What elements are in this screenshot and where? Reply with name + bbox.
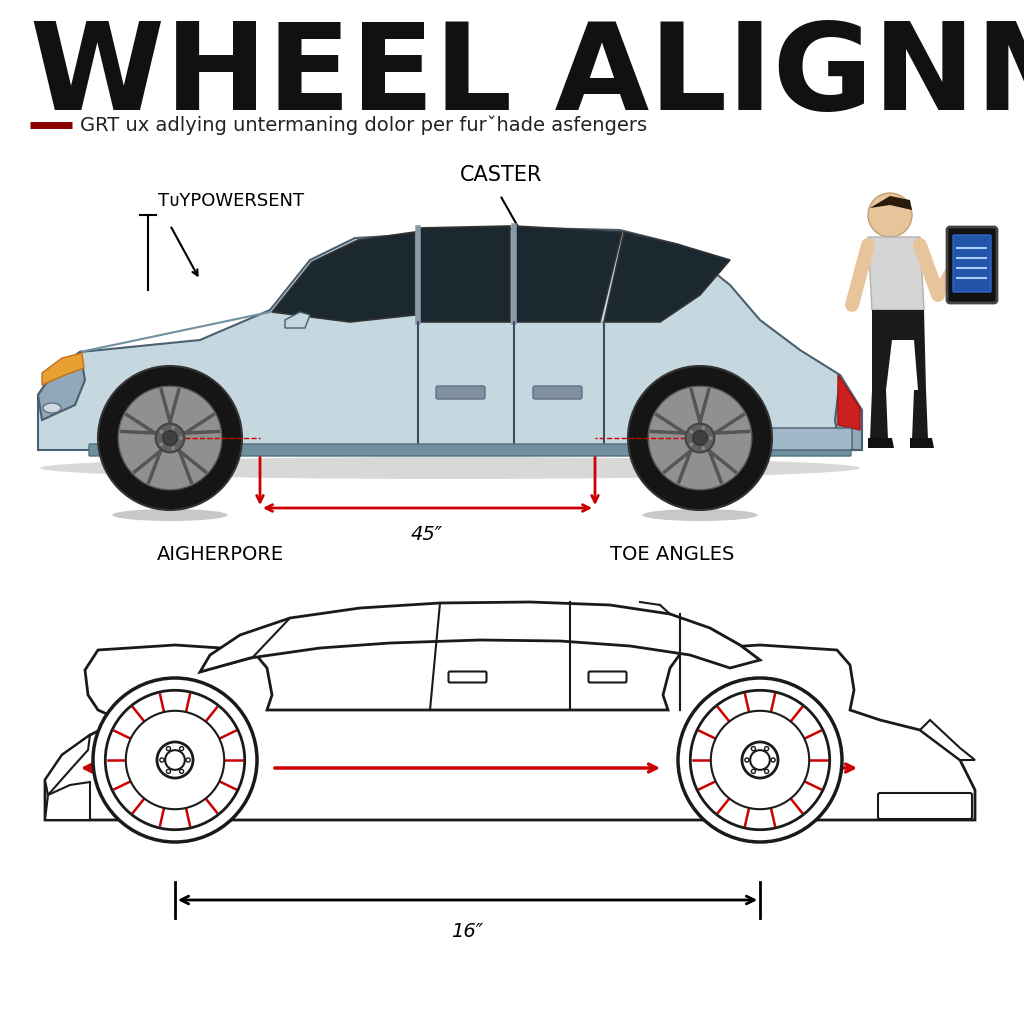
Ellipse shape — [642, 509, 758, 521]
Circle shape — [765, 746, 769, 751]
Circle shape — [160, 758, 164, 762]
FancyBboxPatch shape — [89, 444, 851, 456]
Circle shape — [160, 442, 163, 446]
Polygon shape — [838, 375, 860, 430]
Circle shape — [868, 193, 912, 237]
Circle shape — [771, 758, 775, 762]
Text: AIGHERPORE: AIGHERPORE — [157, 545, 284, 564]
Circle shape — [678, 678, 842, 842]
Circle shape — [701, 426, 706, 429]
Polygon shape — [912, 390, 928, 440]
Circle shape — [179, 436, 182, 439]
Polygon shape — [868, 438, 894, 449]
Polygon shape — [872, 310, 926, 390]
Circle shape — [157, 742, 194, 778]
Circle shape — [628, 366, 772, 510]
Circle shape — [179, 769, 183, 773]
Ellipse shape — [43, 403, 61, 413]
Polygon shape — [285, 312, 310, 328]
Circle shape — [172, 446, 175, 451]
Circle shape — [186, 758, 190, 762]
Polygon shape — [38, 352, 85, 420]
Circle shape — [165, 751, 185, 770]
Circle shape — [742, 742, 778, 778]
FancyBboxPatch shape — [758, 428, 852, 450]
Circle shape — [93, 678, 257, 842]
Ellipse shape — [113, 509, 227, 521]
Polygon shape — [45, 735, 90, 795]
Circle shape — [693, 431, 708, 445]
FancyBboxPatch shape — [436, 386, 485, 399]
Circle shape — [744, 758, 749, 762]
Circle shape — [751, 751, 770, 770]
Polygon shape — [42, 353, 84, 385]
Circle shape — [752, 746, 756, 751]
Polygon shape — [418, 226, 510, 322]
Circle shape — [689, 430, 693, 433]
Circle shape — [172, 426, 175, 429]
FancyBboxPatch shape — [449, 672, 486, 683]
Circle shape — [166, 769, 170, 773]
Circle shape — [160, 430, 163, 433]
Ellipse shape — [40, 457, 860, 479]
Circle shape — [648, 386, 752, 489]
Polygon shape — [870, 196, 912, 210]
Polygon shape — [45, 782, 90, 820]
Text: GRT ux adlying untermaning dolor per furˇhade asfengers: GRT ux adlying untermaning dolor per fur… — [80, 116, 647, 135]
Circle shape — [179, 746, 183, 751]
Text: WHEEL ALIGNMENT: WHEEL ALIGNMENT — [30, 18, 1024, 135]
Polygon shape — [514, 226, 622, 322]
Circle shape — [156, 424, 184, 453]
Polygon shape — [200, 602, 760, 672]
Circle shape — [126, 711, 224, 809]
Text: 16″: 16″ — [452, 922, 483, 941]
Polygon shape — [835, 375, 862, 450]
Polygon shape — [45, 645, 975, 820]
Circle shape — [701, 446, 706, 451]
Circle shape — [711, 711, 809, 809]
FancyBboxPatch shape — [878, 793, 972, 819]
Circle shape — [689, 442, 693, 446]
Circle shape — [98, 366, 242, 510]
Circle shape — [765, 769, 769, 773]
Circle shape — [752, 769, 756, 773]
Text: CASTER: CASTER — [460, 165, 543, 185]
Circle shape — [118, 386, 222, 489]
FancyBboxPatch shape — [953, 234, 991, 292]
Text: TᴜYPOWERSENT: TᴜYPOWERSENT — [158, 193, 304, 210]
Text: 45″: 45″ — [411, 525, 443, 544]
Circle shape — [709, 436, 713, 439]
Circle shape — [163, 431, 177, 445]
FancyBboxPatch shape — [589, 672, 627, 683]
Polygon shape — [910, 438, 934, 449]
Circle shape — [166, 746, 170, 751]
FancyBboxPatch shape — [534, 386, 582, 399]
FancyBboxPatch shape — [947, 227, 997, 303]
Circle shape — [686, 424, 715, 453]
Polygon shape — [272, 232, 415, 322]
Polygon shape — [868, 237, 924, 310]
Polygon shape — [870, 390, 888, 440]
Polygon shape — [604, 232, 730, 322]
Polygon shape — [38, 228, 862, 450]
Polygon shape — [920, 720, 975, 760]
Text: TOE ANGLES: TOE ANGLES — [610, 545, 734, 564]
